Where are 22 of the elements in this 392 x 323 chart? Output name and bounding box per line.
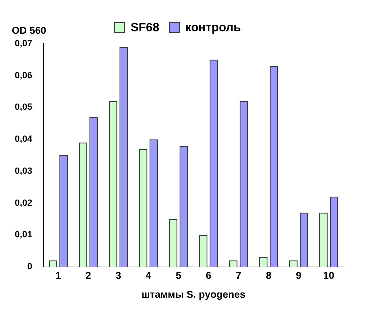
x-tick-label: 9 <box>296 270 302 282</box>
x-tick-label: 10 <box>323 270 335 282</box>
y-tick-label: 0,05 <box>14 102 33 112</box>
legend-label: контроль <box>186 20 242 34</box>
x-tick-label: 3 <box>116 270 122 282</box>
y-tick-label: 0 <box>28 261 33 272</box>
x-axis-title: штаммы S. pyogenes <box>142 290 246 301</box>
x-tick-label: 6 <box>206 270 212 282</box>
y-tick-label: 0,06 <box>14 70 33 80</box>
y-axis-title: OD 560 <box>12 26 47 37</box>
y-tick-label: 0,04 <box>14 134 33 144</box>
x-tick-label: 5 <box>176 270 182 282</box>
y-tick-label: 0,01 <box>14 230 33 240</box>
y-tick-label: 0,07 <box>14 38 33 48</box>
x-tick-label: 8 <box>266 270 272 282</box>
x-tick-label: 7 <box>236 270 242 282</box>
y-tick-label: 0,03 <box>14 166 33 176</box>
x-tick-label: 1 <box>56 270 62 282</box>
legend-label: SF68 <box>130 20 160 34</box>
x-tick-label: 2 <box>86 270 92 282</box>
y-tick-label: 0,02 <box>14 198 33 208</box>
x-tick-label: 4 <box>146 270 152 282</box>
